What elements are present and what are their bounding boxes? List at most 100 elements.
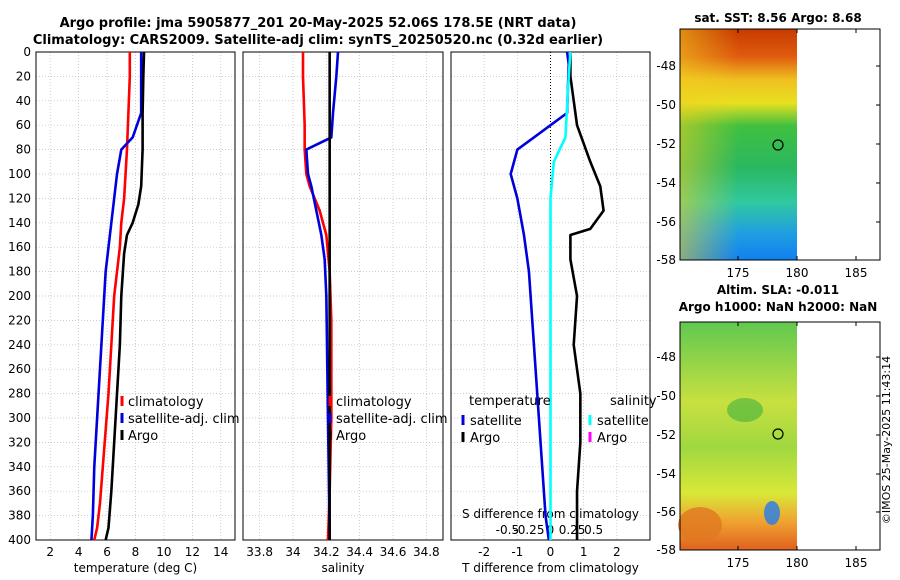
temperature-panel: 2 4 6 8 10 12 14020406080100120140160180200220…: [8, 45, 240, 575]
x-tick-label: 8: [132, 545, 140, 559]
y-tick-label: 280: [8, 387, 31, 401]
x-tick-label: 2: [613, 545, 621, 559]
map-lon-label: 175: [727, 556, 750, 570]
legend-label: satellite-adj. clim: [336, 412, 448, 427]
legend-label: Argo: [470, 431, 500, 446]
x-axis-label: salinity: [321, 561, 364, 575]
y-tick-label: 260: [8, 362, 31, 376]
x-tick-label: 34.6: [380, 545, 407, 559]
legend-label: Argo: [336, 429, 366, 444]
sla-map-blob: [764, 501, 780, 525]
series-line-satellite-adj-clim: [305, 51, 340, 541]
y-tick-label: 320: [8, 435, 31, 449]
map-lat-label: -54: [656, 176, 676, 190]
map-lat-label: -56: [656, 215, 676, 229]
y-tick-label: 240: [8, 338, 31, 352]
legend-label: satellite: [470, 414, 522, 429]
series-line-climatology: [93, 52, 132, 541]
y-tick-label: 100: [8, 167, 31, 181]
map-lat-label: -48: [656, 59, 676, 73]
legend-title: salinity: [610, 394, 657, 409]
sla-map: 175 180 185 -48 -50 -52 -54 -56 -58: [656, 321, 881, 570]
sla-map-title-line2: Argo h1000: NaN h2000: NaN: [679, 300, 878, 314]
y-tick-label: 180: [8, 265, 31, 279]
figure-title-line1: Argo profile: jma 5905877_201 20-May-202…: [60, 16, 577, 31]
y-tick-label: 60: [16, 118, 31, 132]
y-tick-label: 140: [8, 216, 31, 230]
y-tick-label: 360: [8, 484, 31, 498]
map-lat-label: -50: [656, 98, 676, 112]
y-tick-label: 120: [8, 191, 31, 205]
sst-map-axes: 175 180 185 -48 -50 -52 -54 -56 -58: [656, 29, 880, 280]
x-tick-label: 6: [103, 545, 111, 559]
y-tick-label: 220: [8, 313, 31, 327]
sla-argo-location-marker: [772, 428, 784, 440]
series-line-t-argo: [569, 52, 605, 540]
series-line-t-satellite: [509, 51, 571, 541]
map-lon-label: 185: [845, 266, 868, 280]
x-tick-label: 34.4: [346, 545, 373, 559]
x-tick-label: 34: [285, 545, 300, 559]
map-lat-label: -58: [656, 253, 676, 267]
y-tick-label: 400: [8, 533, 31, 547]
y-tick-label: 340: [8, 460, 31, 474]
imos-timestamp: ©IMOS 25-May-2025 11:43:14: [880, 356, 893, 524]
y-tick-label: 0: [23, 45, 31, 59]
salinity-panel: 33.8 34 34.2 34.4 34.6 34.8 salinity climatolog…: [242, 51, 448, 575]
x-tick-label: -2: [478, 545, 490, 559]
x-tick-label: 12: [185, 545, 200, 559]
map-lon-label: 175: [727, 266, 750, 280]
difference-panel: -2 -1 0 1 2S difference from climatology-0.5…: [450, 51, 657, 575]
legend-label: Argo: [128, 429, 158, 444]
x-axis-label: T difference from climatology: [461, 561, 639, 575]
map-lat-label: -52: [656, 428, 676, 442]
sla-map-blob: [727, 398, 763, 422]
x-axis-label: temperature (deg C): [74, 561, 197, 575]
map-lat-label: -58: [656, 543, 676, 557]
x-tick-label: -1: [511, 545, 523, 559]
series-line-argo: [104, 51, 146, 541]
map-lat-label: -48: [656, 350, 676, 364]
y-tick-label: 160: [8, 240, 31, 254]
y-tick-label: 80: [16, 143, 31, 157]
y-tick-label: 380: [8, 509, 31, 523]
x2-tick-label: 0.25: [559, 523, 586, 537]
x-tick-label: 10: [156, 545, 171, 559]
map-lat-label: -54: [656, 467, 676, 481]
series-line-s-satellite: [549, 51, 572, 540]
axes-frame: [242, 51, 444, 541]
y-tick-label: 20: [16, 69, 31, 83]
sla-map-frame: [679, 321, 881, 551]
legend-label: climatology: [336, 395, 412, 410]
x-tick-label: 0: [547, 545, 555, 559]
legend-label: satellite-adj. clim: [128, 412, 240, 427]
x-tick-label: 33.8: [246, 545, 273, 559]
legend-label: satellite: [597, 414, 649, 429]
y-tick-label: 200: [8, 289, 31, 303]
sst-map-title: sat. SST: 8.56 Argo: 8.68: [694, 11, 861, 25]
x-tick-label: 14: [213, 545, 228, 559]
x2-tick-label: 0.5: [584, 523, 603, 537]
x-tick-label: 4: [75, 545, 83, 559]
axes-frame: [35, 51, 236, 541]
y-tick-label: 300: [8, 411, 31, 425]
map-lon-label: 180: [786, 266, 809, 280]
sla-map-axes: 175 180 185 -48 -50 -52 -54 -56 -58: [656, 322, 880, 570]
x-tick-label: 1: [580, 545, 588, 559]
map-lon-label: 185: [845, 556, 868, 570]
map-lon-label: 180: [786, 556, 809, 570]
x-tick-label: 34.2: [313, 545, 340, 559]
y-tick-label: 40: [16, 94, 31, 108]
map-lat-label: -56: [656, 505, 676, 519]
series-line-satellite-adj-clim: [90, 52, 143, 541]
sla-map-blob: [678, 507, 722, 543]
sla-map-title-line1: Altim. SLA: -0.011: [717, 283, 839, 297]
legend-label: Argo: [597, 431, 627, 446]
x-tick-label: 2: [46, 545, 54, 559]
figure-title-line2: Climatology: CARS2009. Satellite-adj cli…: [33, 33, 603, 48]
x2-tick-label: -0.5: [496, 523, 519, 537]
x2-tick-label: -0.25: [513, 523, 544, 537]
map-lat-label: -52: [656, 137, 676, 151]
legend-label: climatology: [128, 395, 204, 410]
legend-title: temperature: [469, 394, 551, 409]
